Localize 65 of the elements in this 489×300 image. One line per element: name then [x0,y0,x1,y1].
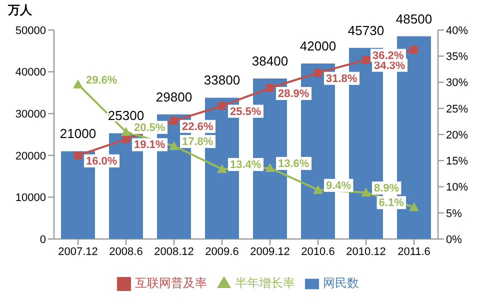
data-label: 19.1% [134,139,166,152]
point [170,116,178,125]
point [410,46,418,54]
x-tick-label: 2007.12 [58,246,98,258]
y-tick-label: 0 [40,234,46,246]
data-label: 48500 [396,11,432,26]
data-label: 31.8% [326,72,358,85]
point [314,68,322,77]
y2-tick-label: 25% [446,103,468,116]
y-tick-label: 40000 [15,66,46,79]
y-tick-label: 30000 [15,108,46,121]
x-tick-label: 2010.12 [346,246,386,258]
y-tick-label: 50000 [15,24,46,37]
x-tick-label: 2009.12 [250,246,290,258]
point [362,56,370,64]
y2-tick-label: 30% [446,77,468,90]
point [74,151,82,160]
y-tick-label: 20000 [15,150,46,162]
legend-label: 半年增长率 [235,276,295,290]
y2-tick-label: 20% [446,129,468,142]
data-label: 38400 [252,53,288,68]
point [218,102,226,110]
point [121,126,131,136]
data-label: 29800 [156,89,192,104]
y2-tick-label: 5% [446,208,462,220]
data-label: 34.3% [374,60,406,72]
data-label: 20.5% [134,122,166,134]
x-tick-label: 2010.6 [301,246,335,258]
point [217,164,227,173]
y2-tick-label: 15% [446,156,468,168]
y2-tick-label: 35% [446,51,468,64]
data-label: 25.5% [230,106,262,118]
point [73,79,83,88]
data-label: 13.4% [230,158,262,171]
data-label: 29.6% [86,74,118,86]
x-tick-label: 2008.6 [109,246,143,258]
y-tick-label: 10000 [15,192,46,204]
y2-tick-label: 10% [446,182,468,194]
x-tick-label: 2011.6 [398,246,430,258]
data-label: 42000 [300,38,336,54]
data-label: 8.9% [374,182,400,194]
y2-tick-label: 40% [446,24,468,37]
y2-tick-label: 0% [446,234,462,246]
x-tick-label: 2009.6 [205,246,239,258]
data-label: 33800 [204,72,240,88]
point [169,140,179,150]
data-label: 6.1% [378,197,404,210]
point [409,202,419,212]
legend-label: 网民数 [323,276,359,290]
data-label: 17.8% [182,136,214,148]
data-label: 28.9% [278,88,310,100]
data-label: 9.4% [326,180,352,192]
data-label: 16.0% [86,155,118,168]
x-tick-label: 2008.12 [154,246,194,258]
data-label: 21000 [60,126,96,142]
data-label: 45730 [348,22,384,38]
point [313,184,323,194]
y-axis-title: 万人 [8,2,32,19]
data-label: 13.6% [278,158,310,170]
data-label: 36.2% [372,50,404,62]
point [361,188,371,196]
legend-label: 互联网普及率 [135,276,207,290]
point [266,84,274,92]
data-label: 22.6% [182,120,214,133]
point [265,162,275,172]
